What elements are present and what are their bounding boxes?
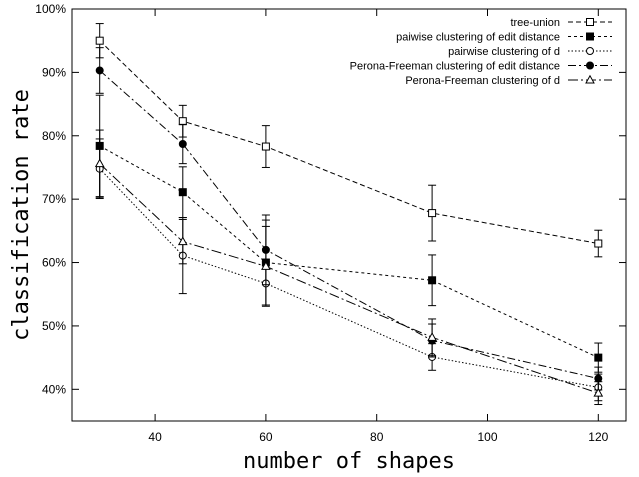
data-point: [261, 261, 271, 270]
y-tick-label: 90%: [42, 65, 66, 79]
y-tick-label: 80%: [42, 129, 66, 143]
legend: tree-union paiwise clustering of edit dis…: [350, 17, 612, 87]
data-point: [95, 66, 104, 75]
legend-entry: paiwise clustering of edit distance: [396, 32, 612, 44]
series-5: [94, 129, 604, 406]
data-point: [594, 239, 603, 248]
y-tick-label: 60%: [42, 256, 66, 270]
data-point: [586, 47, 594, 55]
data-point: [95, 36, 104, 45]
x-tick-label: 40: [148, 430, 162, 444]
series-3: [95, 138, 603, 402]
legend-entry: Perona-Freeman clustering of d: [405, 74, 612, 87]
data-point: [94, 158, 105, 168]
x-tick-label: 80: [370, 430, 384, 444]
axis-ticks: 40 60 80 100 120 40% 50% 60% 70% 80% 90% 100%: [35, 2, 626, 444]
data-point: [585, 74, 595, 84]
series-2: [95, 94, 603, 373]
legend-label: tree-union: [510, 17, 560, 29]
y-axis-label: classification rate: [9, 89, 34, 341]
data-point: [178, 117, 187, 126]
data-point: [594, 353, 603, 362]
data-point: [594, 374, 603, 383]
plot-series: [94, 23, 604, 406]
data-point: [586, 61, 594, 70]
data-point: [261, 142, 270, 151]
data-point: [593, 387, 604, 397]
series-line: [99, 163, 599, 394]
series-line: [99, 70, 599, 380]
y-tick-label: 50%: [42, 319, 66, 333]
y-tick-label: 100%: [35, 2, 66, 16]
plot-frame: [71, 8, 627, 422]
data-point: [177, 236, 188, 246]
x-axis-label: number of shapes: [243, 449, 455, 474]
legend-label: Perona-Freeman clustering of d: [405, 75, 560, 87]
x-tick-label: 120: [588, 430, 608, 444]
data-point: [428, 209, 437, 218]
x-tick-label: 100: [477, 430, 497, 444]
legend-entry: Perona-Freeman clustering of edit distan…: [350, 61, 612, 73]
series-1: [95, 23, 603, 258]
series-line: [99, 145, 599, 359]
data-point: [178, 140, 187, 149]
y-tick-label: 70%: [42, 192, 66, 206]
legend-label: paiwise clustering of edit distance: [396, 32, 560, 44]
legend-label: pairwise clustering of d: [448, 46, 560, 58]
series-line: [99, 168, 599, 388]
data-point: [586, 18, 594, 26]
series-4: [95, 47, 603, 391]
x-tick-label: 60: [259, 430, 273, 444]
y-tick-label: 40%: [42, 382, 66, 396]
data-point: [428, 276, 437, 285]
legend-entry: tree-union: [510, 17, 612, 29]
data-point: [586, 32, 594, 41]
data-point: [178, 188, 187, 197]
data-point: [427, 332, 437, 341]
legend-label: Perona-Freeman clustering of edit distan…: [350, 61, 560, 73]
legend-entry: pairwise clustering of d: [448, 46, 612, 58]
